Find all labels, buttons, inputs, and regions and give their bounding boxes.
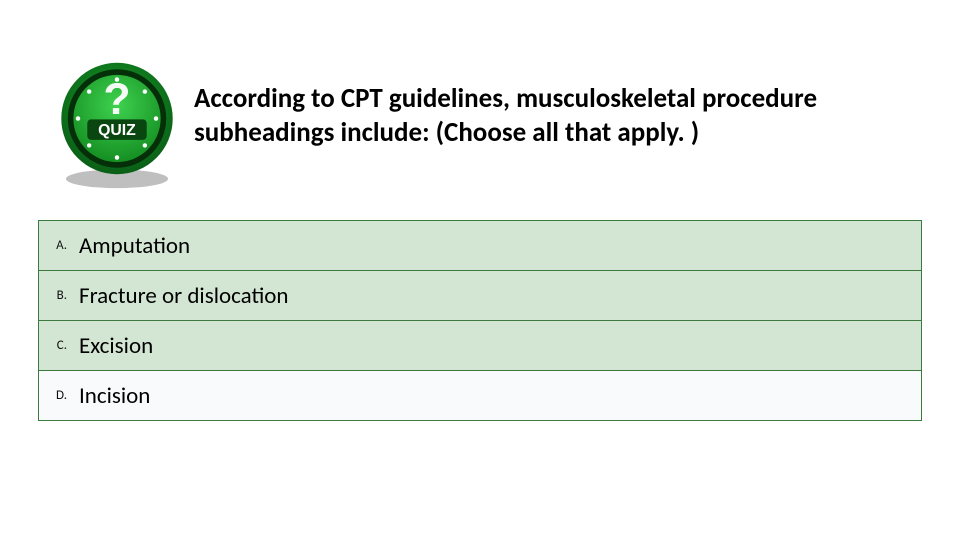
question-text: According to CPT guidelines, musculoskel…	[194, 60, 914, 150]
answer-row[interactable]: A. Amputation	[39, 221, 921, 271]
answer-text: Excision	[79, 332, 153, 360]
answer-text: Incision	[79, 382, 150, 410]
answer-letter: B.	[49, 288, 67, 303]
answer-text: Amputation	[79, 232, 190, 260]
header: QUIZ ? According to CPT guidelines, musc…	[0, 0, 960, 210]
answers-table: A. Amputation B. Fracture or dislocation…	[38, 220, 922, 421]
quiz-label: QUIZ	[98, 122, 136, 139]
answer-letter: C.	[49, 338, 67, 353]
answer-letter: A.	[49, 238, 67, 253]
answer-row[interactable]: D. Incision	[39, 371, 921, 421]
answer-letter: D.	[49, 388, 67, 403]
answer-text: Fracture or dislocation	[79, 282, 288, 310]
question-mark-icon: ?	[103, 75, 130, 124]
answer-row[interactable]: C. Excision	[39, 321, 921, 371]
answer-row[interactable]: B. Fracture or dislocation	[39, 271, 921, 321]
quiz-icon: QUIZ ?	[52, 60, 182, 190]
